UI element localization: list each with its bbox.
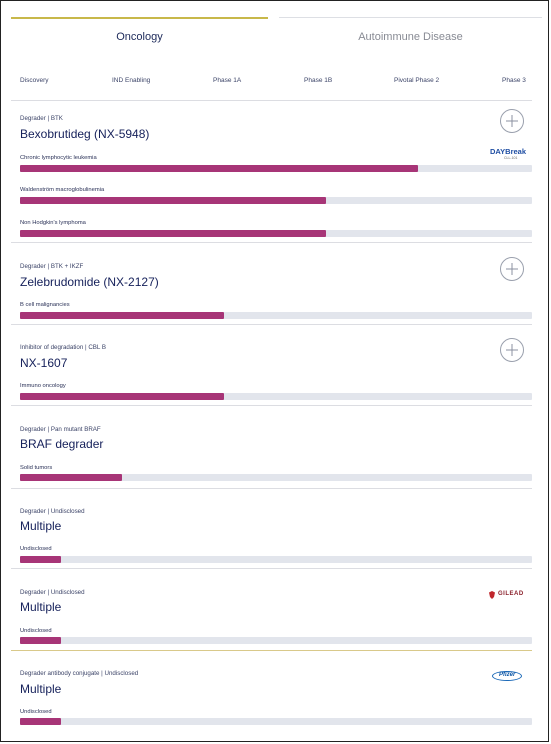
indication-label: B cell malignancies — [20, 302, 70, 308]
indication-label: Waldenström macroglobulinemia — [20, 187, 105, 193]
indication-label: Undisclosed — [20, 628, 52, 634]
pfizer-logo-text: Pfizer — [499, 672, 516, 678]
divider — [11, 488, 532, 489]
daybreak-trial-logo: DAYBreak CLL-101 — [490, 147, 528, 163]
plus-circle-icon — [506, 263, 518, 275]
progress-track — [20, 312, 532, 319]
indication-label: Undisclosed — [20, 709, 52, 715]
phase-pivotal-2: Pivotal Phase 2 — [394, 77, 440, 84]
progress-track — [20, 230, 532, 237]
pfizer-oval-icon — [492, 671, 522, 681]
expand-button[interactable] — [500, 338, 524, 362]
phase-header: Discovery IND Enabling Phase 1A Phase 1B… — [20, 77, 526, 87]
program-name: Bexobrutideg (NX-5948) — [20, 127, 150, 141]
program-meta: Inhibitor of degradation | CBL B — [20, 344, 106, 351]
phase-ind-enabling: IND Enabling — [112, 77, 151, 84]
tab-active-indicator — [11, 17, 268, 19]
progress-track — [20, 474, 532, 481]
progress-bar — [20, 474, 122, 481]
program-meta: Degrader | BTK + IKZF — [20, 263, 84, 270]
program-name: Zelebrudomide (NX-2127) — [20, 275, 159, 289]
tab-oncology[interactable]: Oncology — [11, 17, 268, 57]
progress-track — [20, 718, 532, 725]
progress-bar — [20, 393, 224, 400]
expand-button[interactable] — [500, 257, 524, 281]
progress-bar — [20, 556, 61, 563]
tab-oncology-label: Oncology — [116, 31, 163, 43]
program-meta: Degrader | BTK — [20, 115, 63, 122]
gilead-shield-icon — [489, 591, 495, 599]
tab-inactive-indicator — [279, 17, 542, 18]
divider — [11, 324, 532, 325]
progress-bar — [20, 312, 224, 319]
tab-autoimmune-label: Autoimmune Disease — [358, 31, 463, 43]
program-meta: Degrader antibody conjugate | Undisclose… — [20, 670, 139, 677]
divider — [11, 242, 532, 243]
divider — [11, 405, 532, 406]
phase-1a: Phase 1A — [213, 77, 242, 84]
phase-3: Phase 3 — [502, 77, 526, 84]
indication-label: Chronic lymphocytic leukemia — [20, 155, 97, 161]
indication-label: Immuno oncology — [20, 383, 66, 389]
indication-label: Non Hodgkin's lymphoma — [20, 220, 86, 226]
progress-track — [20, 637, 532, 644]
gilead-logo-text: GILEAD — [498, 591, 524, 597]
progress-track — [20, 165, 532, 172]
program-meta: Degrader | Pan mutant BRAF — [20, 426, 101, 433]
progress-bar — [20, 230, 327, 237]
program-name: Multiple — [20, 600, 62, 614]
progress-track — [20, 197, 532, 204]
progress-bar — [20, 165, 418, 172]
therapy-area-tabs: Oncology Autoimmune Disease — [11, 17, 542, 57]
program-name: Multiple — [20, 682, 62, 696]
indication-label: Solid tumors — [20, 465, 53, 471]
expand-button[interactable] — [500, 109, 524, 133]
phase-discovery: Discovery — [20, 77, 49, 84]
divider — [11, 650, 532, 651]
plus-circle-icon — [506, 344, 518, 356]
tab-autoimmune-disease[interactable]: Autoimmune Disease — [279, 17, 542, 57]
progress-track — [20, 393, 532, 400]
progress-track — [20, 556, 532, 563]
progress-bar — [20, 197, 327, 204]
daybreak-logo-text: DAYBreak — [490, 147, 526, 156]
program-meta: Degrader | Undisclosed — [20, 589, 85, 596]
indication-label: Undisclosed — [20, 546, 52, 552]
program-name: NX-1607 — [20, 356, 68, 370]
program-name: BRAF degrader — [20, 437, 104, 451]
progress-bar — [20, 637, 61, 644]
program-name: Multiple — [20, 519, 62, 533]
program-meta: Degrader | Undisclosed — [20, 508, 85, 515]
divider — [11, 100, 532, 101]
daybreak-logo-subtext: CLL-101 — [504, 156, 518, 160]
progress-bar — [20, 718, 61, 725]
phase-1b: Phase 1B — [304, 77, 333, 84]
divider — [11, 568, 532, 569]
plus-circle-icon — [506, 115, 518, 127]
